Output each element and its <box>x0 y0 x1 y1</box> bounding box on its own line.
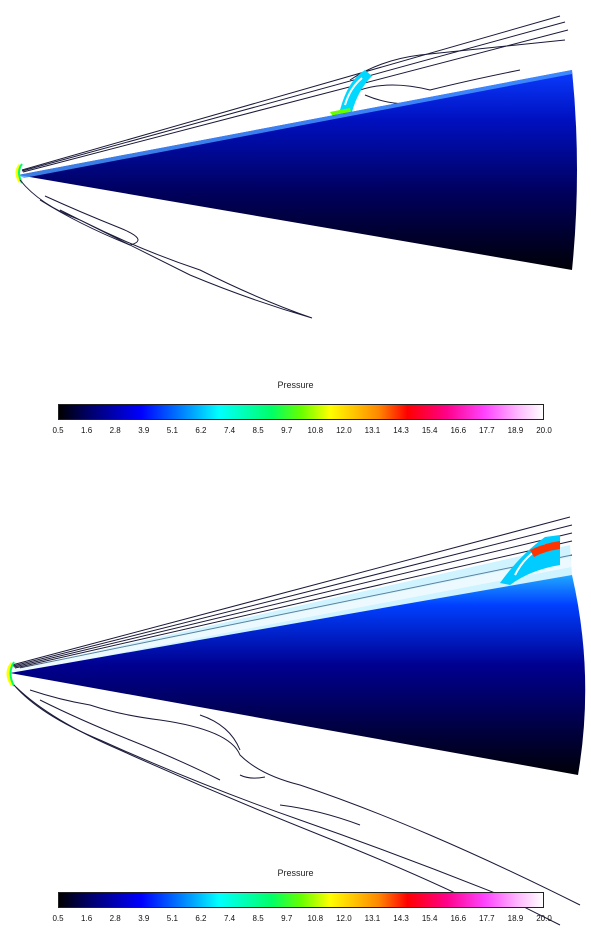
shock-layer-highlight <box>12 557 572 672</box>
colorbar-tick-label: 10.8 <box>307 426 324 435</box>
colorbar-tick-label: 20.0 <box>536 426 552 435</box>
colorbar-tick-label: 17.7 <box>479 426 495 435</box>
colorbar-tick-label: 6.2 <box>195 426 207 435</box>
colorbar-ticks: 0.5 1.6 2.8 3.9 5.1 6.2 7.4 8.5 9.7 10.8 12.0 13.1 1… <box>52 426 551 438</box>
colorbar-tick-label: 9.7 <box>281 426 293 435</box>
colorbar-tick-label: 8.5 <box>252 426 264 435</box>
colorbar-tick-label: 15.4 <box>421 914 438 923</box>
colorbar-tick-label: 5.1 <box>166 426 178 435</box>
top-pressure-contour-plot <box>0 0 591 340</box>
legend-title: Pressure <box>277 868 314 878</box>
colorbar-tick-label: 0.5 <box>52 426 64 435</box>
colorbar-tick-label: 20.0 <box>536 914 552 923</box>
colorbar-tick-label: 2.8 <box>109 914 121 923</box>
colorbar-tick-label: 14.3 <box>393 914 409 923</box>
bottom-pressure-contour-plot <box>0 505 591 933</box>
colorbar <box>58 892 544 908</box>
colorbar-tick-label: 1.6 <box>81 426 93 435</box>
colorbar-tick-label: 7.4 <box>223 426 236 435</box>
legend-title: Pressure <box>277 380 314 390</box>
colorbar-tick-label: 0.5 <box>52 914 64 923</box>
colorbar-tick-label: 3.9 <box>138 914 150 923</box>
colorbar-tick-label: 14.3 <box>393 426 409 435</box>
colorbar-tick-label: 18.9 <box>507 426 524 435</box>
colorbar-tick-label: 12.0 <box>336 914 352 923</box>
cone-leading-edge <box>18 70 572 178</box>
colorbar-tick-label: 10.8 <box>307 914 324 923</box>
nose-stagnation <box>6 662 14 686</box>
cone-body <box>18 70 577 270</box>
colorbar-tick-label: 5.1 <box>166 914 178 923</box>
top-colorbar-legend: Pressure 0.5 1.6 2.8 3.9 5.1 6.2 7.4 8.5 9.7 10.8… <box>0 380 591 450</box>
bottom-cone-visualization <box>6 516 586 926</box>
lower-shock-contours <box>19 179 313 319</box>
cone-body <box>10 575 586 775</box>
colorbar-tick-label: 3.9 <box>138 426 150 435</box>
top-cone-visualization <box>15 15 577 319</box>
colorbar-tick-label: 18.9 <box>507 914 524 923</box>
colorbar-tick-label: 12.0 <box>336 426 352 435</box>
nose-stagnation <box>15 164 22 183</box>
colorbar-tick-label: 8.5 <box>252 914 264 923</box>
colorbar-tick-label: 7.4 <box>223 914 236 923</box>
colorbar-tick-label: 15.4 <box>421 426 438 435</box>
colorbar-tick-label: 9.7 <box>281 914 293 923</box>
colorbar-tick-label: 16.6 <box>450 426 467 435</box>
lower-shock-contours <box>13 684 581 926</box>
shock-interaction <box>500 535 560 585</box>
colorbar-tick-label: 17.7 <box>479 914 495 923</box>
colorbar <box>58 404 544 420</box>
colorbar-tick-label: 16.6 <box>450 914 467 923</box>
colorbar-tick-label: 13.1 <box>364 426 381 435</box>
bottom-colorbar-legend: Pressure 0.5 1.6 2.8 3.9 5.1 6.2 7.4 8.5 9.7 10.8… <box>0 868 591 933</box>
colorbar-ticks: 0.5 1.6 2.8 3.9 5.1 6.2 7.4 8.5 9.7 10.8 12.0 13.1 1… <box>52 914 551 926</box>
shock-layer <box>12 545 572 673</box>
colorbar-tick-label: 13.1 <box>364 914 381 923</box>
colorbar-tick-label: 6.2 <box>195 914 207 923</box>
nose-stagnation-ring <box>9 661 15 687</box>
colorbar-tick-label: 1.6 <box>81 914 93 923</box>
colorbar-tick-label: 2.8 <box>109 426 121 435</box>
